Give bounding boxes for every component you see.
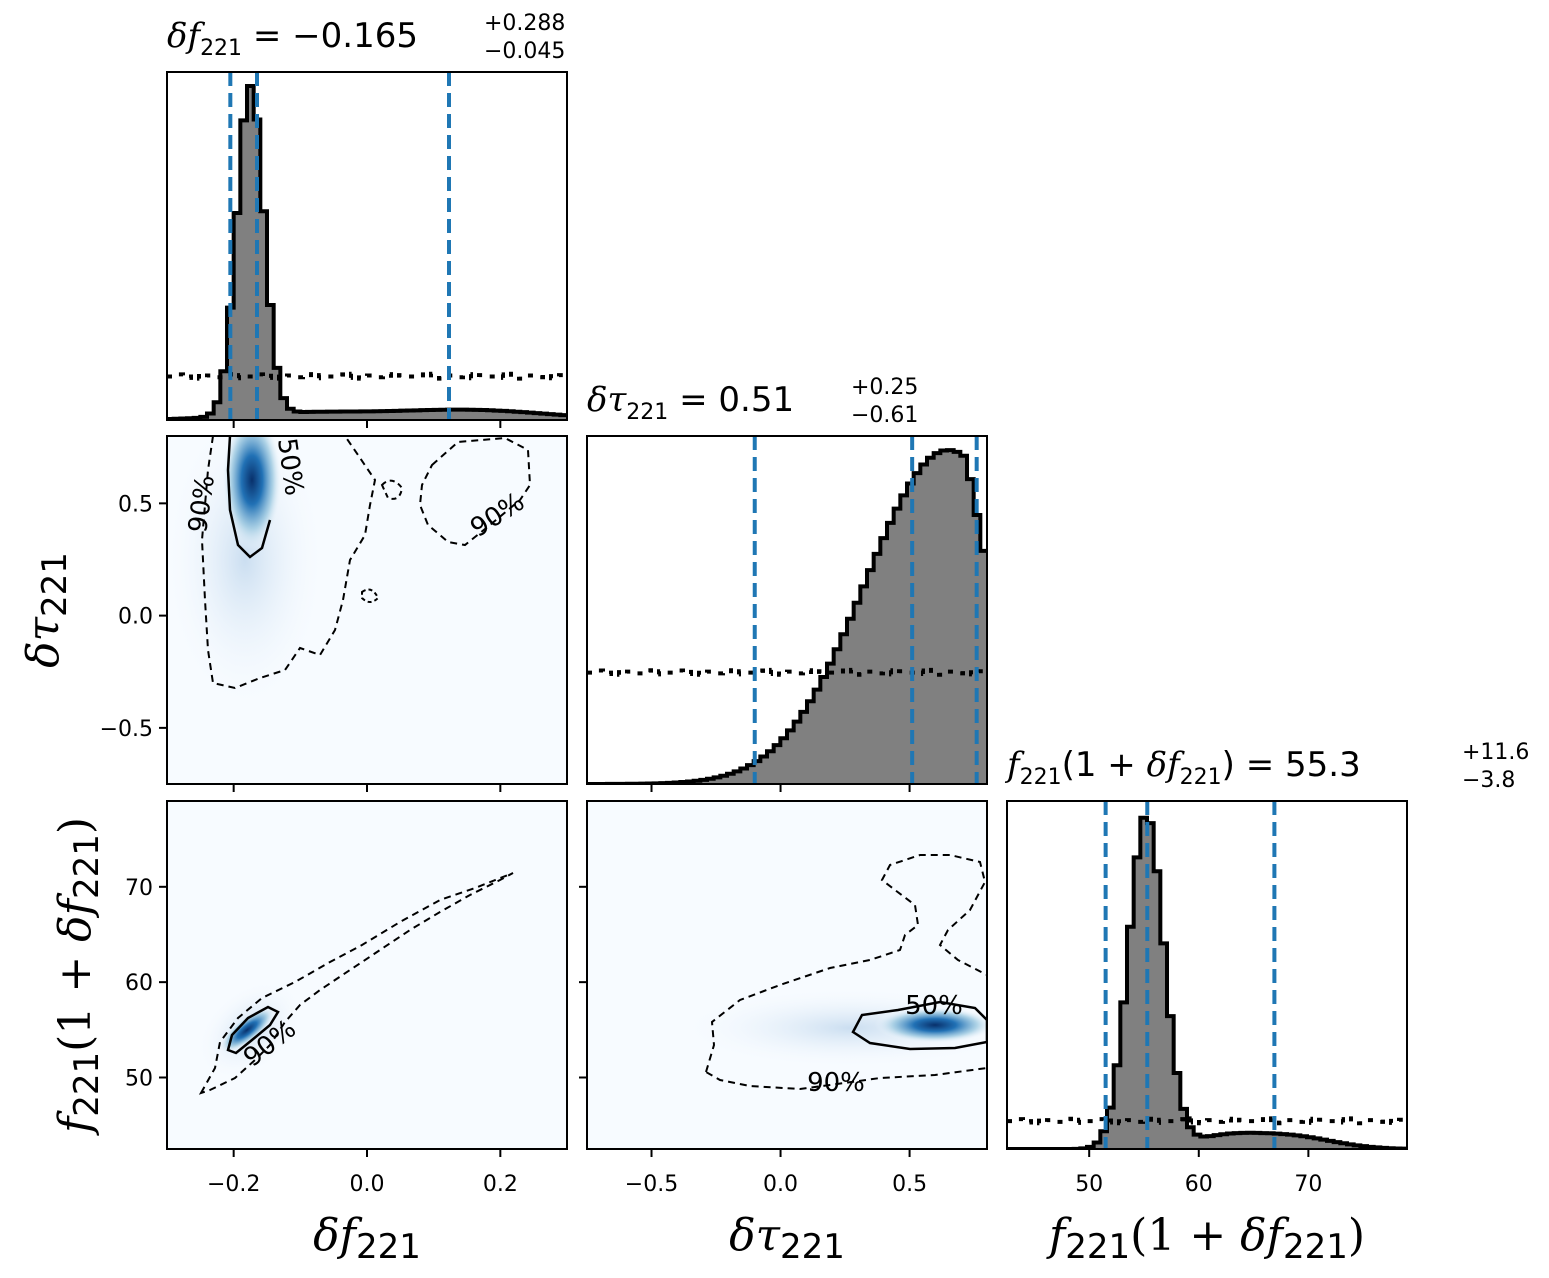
hist-delta-f-outline <box>167 84 567 420</box>
panel-2d-f-vs-delta-f: 90% <box>167 801 567 1149</box>
panel-frame-2-2 <box>1006 800 1408 1150</box>
title-f: f221(1 + δf221) = 55.3 <box>1004 745 1361 790</box>
tick-label: 0.5 <box>892 1172 927 1197</box>
contour-label-50: 50% <box>905 991 963 1021</box>
tick-label: 70 <box>125 876 153 901</box>
tick-label: −0.5 <box>625 1172 678 1197</box>
tick-label: 50 <box>1075 1172 1103 1197</box>
tick-label: 0.0 <box>118 605 153 630</box>
xlabel-delta-f: δf221 <box>313 1210 421 1267</box>
contour-90-main <box>200 436 377 690</box>
tick-label: 50 <box>125 1066 153 1091</box>
axis-ticks: −0.2 0.0 0.2 −0.5 0.0 0.5 50 60 70 −0.5 0.0 0.5 50 60… <box>100 420 1322 1197</box>
contour-label-90: 90% <box>807 1068 865 1098</box>
density-core <box>875 1007 987 1043</box>
title-delta-tau-minus: −0.61 <box>851 403 918 428</box>
contour-50 <box>226 436 272 559</box>
panel-hist-delta-tau <box>587 436 987 784</box>
contour-90-island-small <box>380 479 404 500</box>
contour-90 <box>198 872 514 1095</box>
tick-label: 60 <box>1185 1172 1213 1197</box>
density-core <box>219 1007 275 1053</box>
xlabel-f: f221(1 + δf221) <box>1046 1210 1365 1267</box>
title-f-plus: +11.6 <box>1462 740 1529 765</box>
tick-label: 0.5 <box>118 492 153 517</box>
title-f-minus: −3.8 <box>1462 768 1515 793</box>
prior-f <box>1007 1116 1407 1126</box>
quantile-lines-delta-f <box>228 72 451 420</box>
hist-f-fill <box>1007 817 1407 1149</box>
contour-50 <box>851 1000 987 1051</box>
ylabel-delta-tau: δτ221 <box>18 552 75 668</box>
contour-90-right <box>418 436 532 547</box>
tick-label: 70 <box>1294 1172 1322 1197</box>
title-delta-f: δf221 = −0.165 <box>167 16 418 61</box>
panel-hist-f <box>1007 801 1407 1149</box>
title-delta-tau: δτ221 = 0.51 <box>587 380 794 425</box>
tick-label: 0.0 <box>350 1172 385 1197</box>
xlabel-delta-tau: δτ221 <box>729 1210 845 1267</box>
ylabel-f: f221(1 + δf221) <box>50 817 107 1136</box>
panel-hist-delta-f <box>167 72 567 420</box>
panel-2d-f-vs-delta-tau: 50% 90% <box>587 801 987 1149</box>
contour-90 <box>704 854 987 1091</box>
density-core <box>222 436 282 550</box>
tick-label: −0.2 <box>207 1172 260 1197</box>
tick-label: 0.0 <box>763 1172 798 1197</box>
tick-label: −0.5 <box>100 717 153 742</box>
panel-2d-delta-tau-vs-delta-f: 90% 50% 90% <box>167 436 567 784</box>
title-delta-tau-plus: +0.25 <box>851 375 918 400</box>
prior-delta-tau <box>587 667 987 677</box>
tick-label: 60 <box>125 971 153 996</box>
hist-f-outline <box>1007 815 1407 1149</box>
prior-delta-f <box>167 371 567 381</box>
panel-frame-1-1 <box>586 435 988 785</box>
hist-delta-f-fill <box>167 86 567 420</box>
quantile-lines-f <box>1103 801 1277 1149</box>
tick-label: 0.2 <box>483 1172 518 1197</box>
contour-50 <box>226 1005 280 1055</box>
panel-frame-2-1 <box>586 800 988 1150</box>
title-delta-f-plus: +0.288 <box>484 11 565 36</box>
title-delta-f-minus: −0.045 <box>484 39 565 64</box>
quantile-lines-delta-tau <box>752 436 979 784</box>
